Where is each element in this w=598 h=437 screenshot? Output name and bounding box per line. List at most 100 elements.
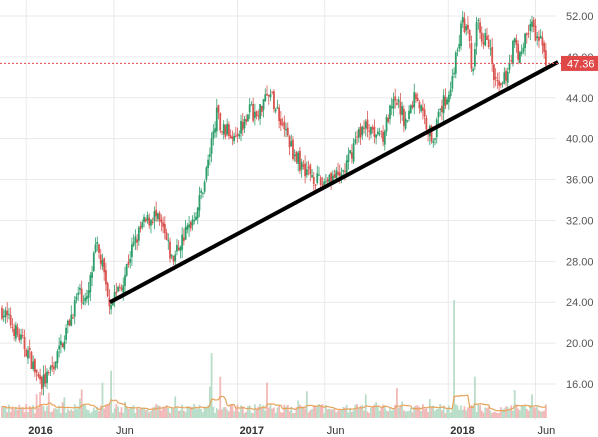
candle-body	[212, 131, 215, 139]
volume-bar	[300, 406, 303, 418]
volume-bar	[155, 404, 158, 418]
candle-body	[482, 42, 485, 45]
candle-body	[198, 195, 201, 211]
volume-bar	[281, 412, 284, 418]
candle-body	[241, 121, 244, 130]
candle-body	[281, 123, 284, 125]
candle-body	[160, 219, 163, 223]
volume-bar	[82, 404, 85, 418]
candle-body	[453, 72, 455, 75]
volume-bar	[543, 410, 546, 418]
volume-bar	[286, 404, 289, 418]
candle-body	[421, 107, 424, 111]
volume-bar	[420, 411, 423, 418]
volume-bar	[536, 406, 539, 418]
volume-bar	[486, 408, 488, 418]
candle-body	[389, 105, 391, 119]
volume-bar	[59, 412, 62, 418]
volume-bar	[217, 409, 220, 418]
volume-bar	[132, 405, 135, 418]
volume-bar	[124, 401, 126, 418]
candle-body	[373, 126, 376, 137]
volume-bar	[437, 408, 440, 418]
volume-bar	[179, 410, 182, 418]
volume-bar	[330, 409, 332, 418]
candle-body	[347, 154, 350, 163]
candle-body	[96, 241, 99, 245]
candle-body	[70, 314, 73, 326]
candle-body	[9, 314, 12, 326]
volume-bar	[442, 405, 445, 418]
candle-body	[54, 361, 57, 368]
volume-bar	[441, 410, 443, 418]
candle-body	[513, 37, 516, 43]
volume-bar	[271, 408, 274, 418]
candle-body	[73, 300, 76, 317]
volume-bar	[253, 404, 256, 418]
candle-body	[370, 126, 372, 135]
volume-bar	[279, 412, 282, 418]
volume-bar	[234, 408, 237, 418]
volume-bar	[200, 408, 203, 418]
volume-bar	[103, 408, 106, 418]
volume-bar	[352, 410, 355, 418]
candle-body	[65, 327, 67, 340]
volume-bar	[108, 404, 111, 418]
volume-bar	[295, 407, 298, 418]
volume-bar	[146, 409, 149, 418]
volume-bar	[233, 411, 235, 418]
y-tick-label: 16.00	[566, 379, 594, 391]
candle-body	[248, 104, 251, 113]
candle-body	[188, 224, 190, 228]
volume-bar	[250, 412, 253, 418]
candle-body	[21, 335, 24, 337]
volume-bar	[92, 407, 95, 418]
volume-bar	[344, 407, 346, 418]
volume-bar	[467, 407, 469, 418]
volume-bar	[221, 409, 223, 418]
volume-bar	[357, 408, 360, 418]
volume-bar	[446, 408, 449, 418]
candle-body	[333, 174, 336, 178]
volume-bar	[532, 407, 535, 418]
candle-body	[323, 181, 326, 185]
volume-bar	[411, 412, 414, 418]
volume-bar	[337, 410, 339, 418]
volume-bar	[331, 409, 334, 418]
volume-bar	[84, 405, 87, 418]
candle-body	[189, 222, 192, 229]
volume-bar	[309, 410, 312, 418]
candle-body	[409, 105, 412, 114]
candle-body	[217, 105, 220, 113]
volume-bar	[473, 376, 476, 418]
candle-body	[210, 138, 213, 154]
candle-body	[304, 163, 307, 177]
candle-body	[425, 117, 428, 130]
volume-bar	[524, 405, 526, 418]
candle-body	[156, 213, 159, 220]
volume-bar	[350, 411, 353, 418]
candle-body	[56, 351, 59, 363]
volume-bar	[383, 405, 386, 418]
candle-body	[228, 124, 230, 137]
last-price-label: 47.36	[567, 58, 595, 70]
volume-bar	[208, 386, 211, 418]
candle-body	[77, 292, 80, 296]
volume-bar	[252, 413, 255, 418]
candle-body	[479, 22, 481, 33]
candle-body	[59, 340, 62, 346]
candle-body	[302, 164, 305, 167]
candle-body	[512, 40, 514, 64]
candle-body	[305, 169, 308, 176]
volume-bar	[70, 409, 73, 418]
candle-body	[79, 287, 81, 290]
candle-body	[299, 150, 301, 171]
volume-bar	[141, 407, 144, 418]
candle-body	[233, 135, 235, 142]
candle-body	[273, 91, 275, 110]
candle-body	[35, 369, 38, 373]
candle-body	[105, 270, 107, 285]
volume-bar	[34, 413, 36, 418]
candle-body	[406, 120, 409, 122]
candle-body	[179, 246, 182, 252]
